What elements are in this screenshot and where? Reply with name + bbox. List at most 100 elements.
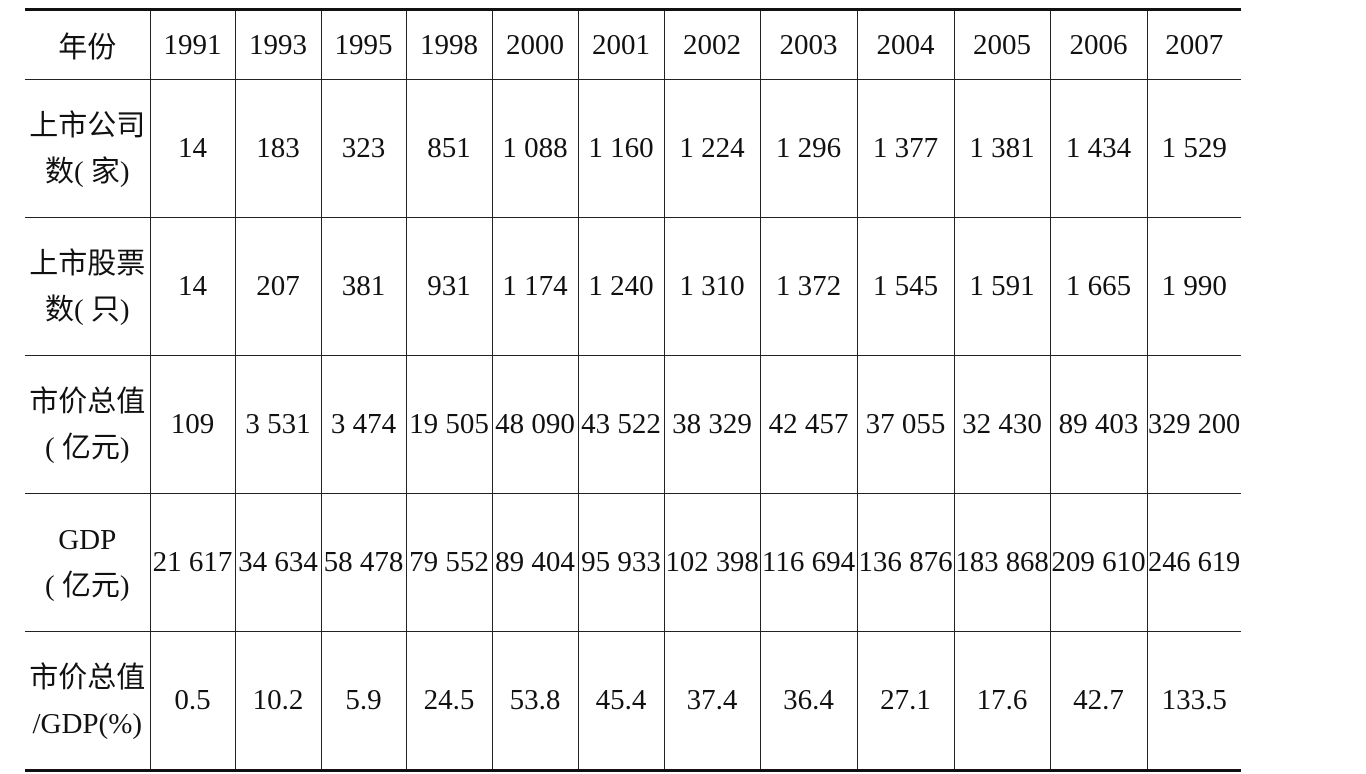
data-cell: 1 296 — [759, 79, 858, 218]
year: 2005 — [973, 28, 1031, 61]
header-label: 年份 — [58, 32, 117, 64]
row-label: GDP ( 亿元) — [25, 493, 151, 632]
cell-value: 136 876 — [858, 546, 953, 578]
row-label-line: 市价总值 — [29, 661, 146, 694]
cell-value: 32 430 — [962, 408, 1042, 440]
cell-value: 14 — [178, 270, 207, 302]
cell-value: 5.9 — [345, 684, 382, 716]
header-cell: 2001 — [577, 8, 665, 80]
data-cell: 1 240 — [577, 217, 665, 356]
data-cell: 851 — [405, 79, 493, 218]
cell-value: 133.5 — [1161, 684, 1227, 716]
year: 1991 — [163, 28, 222, 61]
cell-value: 3 531 — [245, 408, 311, 440]
data-cell: 89 404 — [491, 493, 579, 632]
cell-value: 1 310 — [679, 270, 745, 302]
data-cell: 183 — [234, 79, 322, 218]
data-row: 市价总值/GDP(%) 0.5 10.2 5.9 24.5 53.8 45.4 37.4 36.… — [25, 631, 1241, 772]
cell-value: 58 478 — [323, 546, 404, 578]
row-label-line: ( 亿元) — [44, 431, 130, 464]
cell-value: 1 240 — [588, 270, 654, 302]
cell-value: 1 529 — [1161, 132, 1227, 164]
data-cell: 37.4 — [663, 631, 761, 772]
data-cell: 1 591 — [953, 217, 1051, 356]
year: 2002 — [683, 28, 741, 61]
data-cell: 38 329 — [663, 355, 761, 494]
cell-value: 34 634 — [238, 546, 318, 578]
cell-value: 38 329 — [672, 408, 752, 440]
row-label-line: 上市公司 — [29, 109, 146, 142]
cell-value: 1 088 — [502, 132, 568, 164]
data-cell: 3 474 — [320, 355, 407, 494]
cell-value: 19 505 — [409, 408, 489, 440]
cell-value: 207 — [256, 270, 300, 302]
cell-value: 116 694 — [761, 546, 856, 578]
header-cell: 2006 — [1049, 8, 1148, 80]
row-label-line: 市价总值 — [29, 385, 146, 418]
data-cell: 109 — [149, 355, 236, 494]
row-label-line: 数( 只) — [44, 293, 130, 326]
cell-value: 329 200 — [1148, 408, 1241, 440]
data-cell: 0.5 — [149, 631, 236, 772]
cell-value: 14 — [178, 132, 207, 164]
table-body: 年份 1991 1993 1995 1998 2000 2001 2002 2003 2004 20… — [25, 8, 1241, 772]
cell-value: 24.5 — [423, 684, 475, 716]
data-cell: 1 434 — [1049, 79, 1148, 218]
data-row: 市价总值 ( 亿元) 109 3 531 3 474 19 505 48 090 43 522… — [25, 355, 1241, 494]
data-cell: 53.8 — [491, 631, 579, 772]
data-cell: 102 398 — [663, 493, 761, 632]
data-cell: 1 174 — [491, 217, 579, 356]
data-cell: 136 876 — [856, 493, 955, 632]
year: 1998 — [420, 28, 478, 61]
data-cell: 45.4 — [577, 631, 665, 772]
cell-value: 1 434 — [1065, 132, 1132, 164]
data-cell: 323 — [320, 79, 407, 218]
cell-value: 1 990 — [1161, 270, 1227, 302]
row-label-line: ( 亿元) — [44, 569, 130, 602]
data-cell: 1 088 — [491, 79, 579, 218]
cell-value: 17.6 — [976, 684, 1028, 716]
data-cell: 116 694 — [759, 493, 858, 632]
cell-value: 79 552 — [409, 546, 489, 578]
data-cell: 246 619 — [1146, 493, 1241, 632]
year: 2000 — [506, 28, 564, 61]
data-cell: 209 610 — [1049, 493, 1148, 632]
row-label-line: 数( 家) — [44, 155, 130, 188]
header-cell: 2000 — [491, 8, 579, 80]
cell-value: 53.8 — [509, 684, 561, 716]
data-cell: 21 617 — [149, 493, 236, 632]
header-row: 年份 1991 1993 1995 1998 2000 2001 2002 2003 2004 20… — [25, 8, 1241, 80]
cell-value: 36.4 — [783, 684, 834, 716]
data-cell: 329 200 — [1146, 355, 1241, 494]
cell-value: 42.7 — [1073, 684, 1124, 716]
cell-value: 3 474 — [330, 408, 397, 440]
row-label-line: GDP — [58, 523, 117, 556]
year: 1993 — [249, 28, 307, 61]
data-cell: 10.2 — [234, 631, 322, 772]
cell-value: 102 398 — [665, 546, 759, 578]
data-cell: 1 372 — [759, 217, 858, 356]
data-cell: 5.9 — [320, 631, 407, 772]
header-cell: 2007 — [1146, 8, 1241, 80]
data-row: 上市股票 数( 只) 14 207 381 931 1 174 1 240 1 310 1 372… — [25, 217, 1241, 356]
header-cell: 1993 — [234, 8, 322, 80]
data-cell: 3 531 — [234, 355, 322, 494]
data-cell: 19 505 — [405, 355, 493, 494]
data-cell: 43 522 — [577, 355, 665, 494]
cell-value: 1 160 — [588, 132, 654, 164]
header-cell: 2002 — [663, 8, 761, 80]
year: 2007 — [1165, 28, 1224, 61]
data-cell: 1 381 — [953, 79, 1051, 218]
cell-value: 1 174 — [502, 270, 568, 302]
cell-value: 1 296 — [775, 132, 842, 164]
header-cell: 1991 — [149, 8, 236, 80]
row-label: 市价总值 ( 亿元) — [25, 355, 151, 494]
cell-value: 0.5 — [174, 684, 211, 716]
data-cell: 34 634 — [234, 493, 322, 632]
cell-value: 37 055 — [865, 408, 946, 440]
year: 2003 — [779, 28, 838, 61]
data-cell: 1 377 — [856, 79, 955, 218]
header-cell: 1995 — [320, 8, 407, 80]
cell-value: 43 522 — [581, 408, 661, 440]
